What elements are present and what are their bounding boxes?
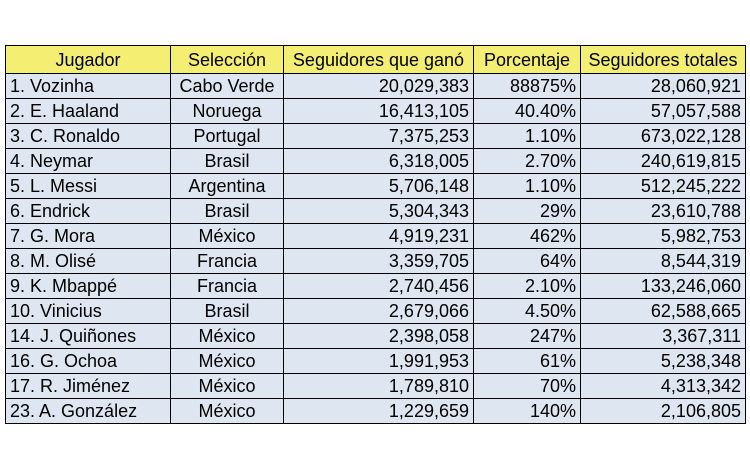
table-cell: 28,060,921: [580, 73, 746, 99]
table-cell: 2. E. Haaland: [5, 98, 171, 124]
table-cell: 3. C. Ronaldo: [5, 123, 171, 149]
table-cell: México: [170, 348, 284, 374]
table-cell: 247%: [473, 323, 581, 349]
followers-table: Jugador Selección Seguidores que ganó Porce…: [5, 45, 746, 424]
table-cell: 16. G. Ochoa: [5, 348, 171, 374]
table-cell: 5,706,148: [283, 173, 474, 199]
table-body: 1. Vozinha Cabo Verde 20,029,383 88875% 28,0…: [5, 73, 746, 424]
table-cell: 673,022,128: [580, 123, 746, 149]
table-cell: 20,029,383: [283, 73, 474, 99]
table-cell: 10. Vinicius: [5, 298, 171, 324]
table-cell: 3,359,705: [283, 248, 474, 274]
table-cell: 64%: [473, 248, 581, 274]
header-row: Jugador Selección Seguidores que ganó Porce…: [5, 45, 746, 74]
table-cell: 14. J. Quiñones: [5, 323, 171, 349]
table-cell: 1,229,659: [283, 398, 474, 424]
table-cell: 240,619,815: [580, 148, 746, 174]
table-cell: Brasil: [170, 148, 284, 174]
table-cell: Brasil: [170, 298, 284, 324]
table-row: 16. G. Ochoa México 1,991,953 61% 5,238,348: [5, 348, 746, 374]
table-cell: Cabo Verde: [170, 73, 284, 99]
table-row: 7. G. Mora México 4,919,231 462% 5,982,753: [5, 223, 746, 249]
table-row: 8. M. Olisé Francia 3,359,705 64% 8,544,319: [5, 248, 746, 274]
table-cell: 1,991,953: [283, 348, 474, 374]
table-cell: 4,313,342: [580, 373, 746, 399]
table-cell: 16,413,105: [283, 98, 474, 124]
table-cell: 5,304,343: [283, 198, 474, 224]
table-cell: 1.10%: [473, 173, 581, 199]
table-cell: 5,238,348: [580, 348, 746, 374]
table-row: 6. Endrick Brasil 5,304,343 29% 23,610,788: [5, 198, 746, 224]
table-cell: 2.10%: [473, 273, 581, 299]
table-cell: 40.40%: [473, 98, 581, 124]
table-cell: 5,982,753: [580, 223, 746, 249]
table-cell: 4.50%: [473, 298, 581, 324]
table-cell: Brasil: [170, 198, 284, 224]
table-cell: 8,544,319: [580, 248, 746, 274]
table-cell: 1. Vozinha: [5, 73, 171, 99]
table-cell: México: [170, 373, 284, 399]
table-cell: México: [170, 398, 284, 424]
table-cell: 57,057,588: [580, 98, 746, 124]
table-cell: 4,919,231: [283, 223, 474, 249]
table-cell: 133,246,060: [580, 273, 746, 299]
table-cell: Francia: [170, 273, 284, 299]
table-cell: 23. A. González: [5, 398, 171, 424]
table-cell: 2,398,058: [283, 323, 474, 349]
table-row: 17. R. Jiménez México 1,789,810 70% 4,313,34…: [5, 373, 746, 399]
table-row: 5. L. Messi Argentina 5,706,148 1.10% 512,24…: [5, 173, 746, 199]
table-cell: México: [170, 323, 284, 349]
table-cell: 2,679,066: [283, 298, 474, 324]
table-cell: 61%: [473, 348, 581, 374]
table-cell: 4. Neymar: [5, 148, 171, 174]
header-cell: Jugador: [5, 45, 171, 74]
table-cell: 462%: [473, 223, 581, 249]
table-cell: 2.70%: [473, 148, 581, 174]
table-cell: Noruega: [170, 98, 284, 124]
table-cell: 88875%: [473, 73, 581, 99]
header-cell: Seguidores totales: [580, 45, 746, 74]
table-cell: 17. R. Jiménez: [5, 373, 171, 399]
table-cell: Francia: [170, 248, 284, 274]
table-cell: 7. G. Mora: [5, 223, 171, 249]
table-cell: México: [170, 223, 284, 249]
table-cell: 2,740,456: [283, 273, 474, 299]
table-cell: 3,367,311: [580, 323, 746, 349]
table-cell: Argentina: [170, 173, 284, 199]
table-cell: 2,106,805: [580, 398, 746, 424]
table-row: 14. J. Quiñones México 2,398,058 247% 3,367,…: [5, 323, 746, 349]
table-cell: 23,610,788: [580, 198, 746, 224]
table-cell: Portugal: [170, 123, 284, 149]
table-row: 10. Vinicius Brasil 2,679,066 4.50% 62,588,6…: [5, 298, 746, 324]
table-cell: 7,375,253: [283, 123, 474, 149]
table-cell: 1,789,810: [283, 373, 474, 399]
table-cell: 140%: [473, 398, 581, 424]
table-cell: 5. L. Messi: [5, 173, 171, 199]
table-row: 2. E. Haaland Noruega 16,413,105 40.40% 57,0…: [5, 98, 746, 124]
table-cell: 62,588,665: [580, 298, 746, 324]
table-row: 23. A. González México 1,229,659 140% 2,106,…: [5, 398, 746, 424]
table-cell: 9. K. Mbappé: [5, 273, 171, 299]
table-cell: 70%: [473, 373, 581, 399]
table-cell: 29%: [473, 198, 581, 224]
table-row: 9. K. Mbappé Francia 2,740,456 2.10% 133,246…: [5, 273, 746, 299]
table-row: 4. Neymar Brasil 6,318,005 2.70% 240,619,815: [5, 148, 746, 174]
header-cell: Seguidores que ganó: [283, 45, 474, 74]
table-cell: 512,245,222: [580, 173, 746, 199]
table-row: 3. C. Ronaldo Portugal 7,375,253 1.10% 673,0…: [5, 123, 746, 149]
table-cell: 6. Endrick: [5, 198, 171, 224]
table-row: 1. Vozinha Cabo Verde 20,029,383 88875% 28,0…: [5, 73, 746, 99]
table-cell: 1.10%: [473, 123, 581, 149]
header-cell: Selección: [170, 45, 284, 74]
table-cell: 6,318,005: [283, 148, 474, 174]
table-cell: 8. M. Olisé: [5, 248, 171, 274]
header-cell: Porcentaje: [473, 45, 581, 74]
